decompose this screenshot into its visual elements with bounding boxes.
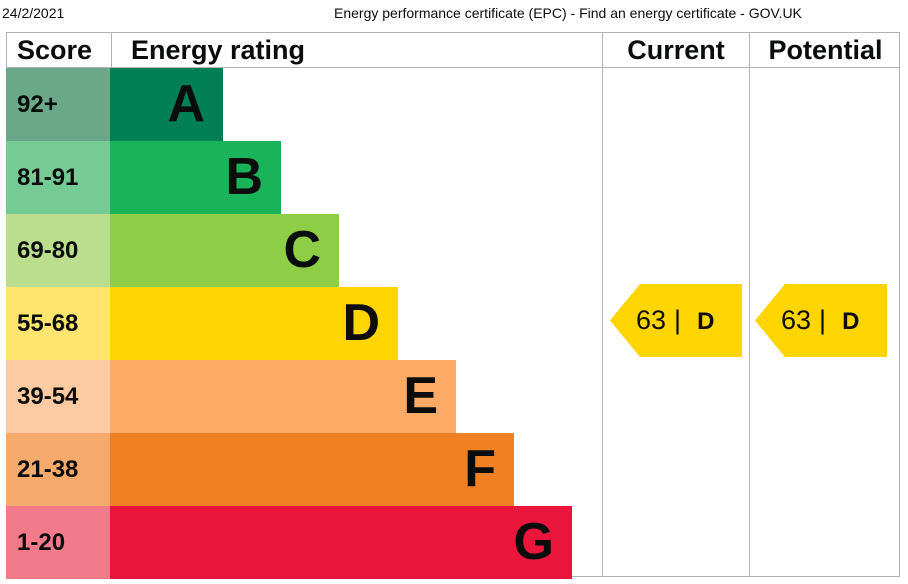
current-rating-letter: D — [697, 308, 715, 335]
potential-rating-letter: D — [842, 308, 860, 335]
rating-bar-b: B — [110, 141, 281, 214]
epc-rating-chart: Score Energy rating Current Potential 92… — [6, 32, 901, 579]
score-range: 55-68 — [6, 287, 110, 360]
header-divider — [7, 67, 899, 68]
score-range: 81-91 — [6, 141, 110, 214]
rating-letter: G — [513, 513, 554, 571]
energy-rating-column-header: Energy rating — [111, 33, 602, 67]
separator: | — [819, 305, 827, 335]
potential-column-header: Potential — [749, 33, 901, 67]
rating-letter: E — [403, 367, 438, 425]
rating-bar-g: G — [110, 506, 572, 579]
rating-bar-e: E — [110, 360, 456, 433]
rating-bar-f: F — [110, 433, 514, 506]
rating-letter: C — [283, 221, 321, 279]
score-range: 21-38 — [6, 433, 110, 506]
separator: | — [674, 305, 682, 335]
score-range: 39-54 — [6, 360, 110, 433]
rating-letter: A — [167, 75, 205, 133]
current-column-header: Current — [602, 33, 749, 67]
rating-bar-c: C — [110, 214, 339, 287]
print-header: 24/2/2021 Energy performance certificate… — [0, 0, 908, 28]
potential-rating-arrow: 63 | D — [755, 284, 887, 357]
current-rating-arrow: 63 | D — [610, 284, 742, 357]
score-column-header: Score — [17, 35, 93, 65]
arrow-shape — [755, 284, 887, 357]
print-date: 24/2/2021 — [2, 5, 65, 21]
column-divider — [602, 33, 603, 576]
rating-bar-a: A — [110, 68, 223, 141]
score-range: 92+ — [6, 68, 110, 141]
score-range: 1-20 — [6, 506, 110, 579]
arrow-shape — [610, 284, 742, 357]
print-page-title: Energy performance certificate (EPC) - F… — [334, 5, 802, 21]
current-score-value: 63 — [636, 305, 667, 335]
rating-letter: B — [225, 148, 263, 206]
rating-letter: F — [464, 440, 496, 498]
potential-score-value: 63 — [781, 305, 812, 335]
column-divider — [749, 33, 750, 576]
rating-letter: D — [342, 294, 380, 352]
rating-bar-d: D — [110, 287, 398, 360]
score-range: 69-80 — [6, 214, 110, 287]
